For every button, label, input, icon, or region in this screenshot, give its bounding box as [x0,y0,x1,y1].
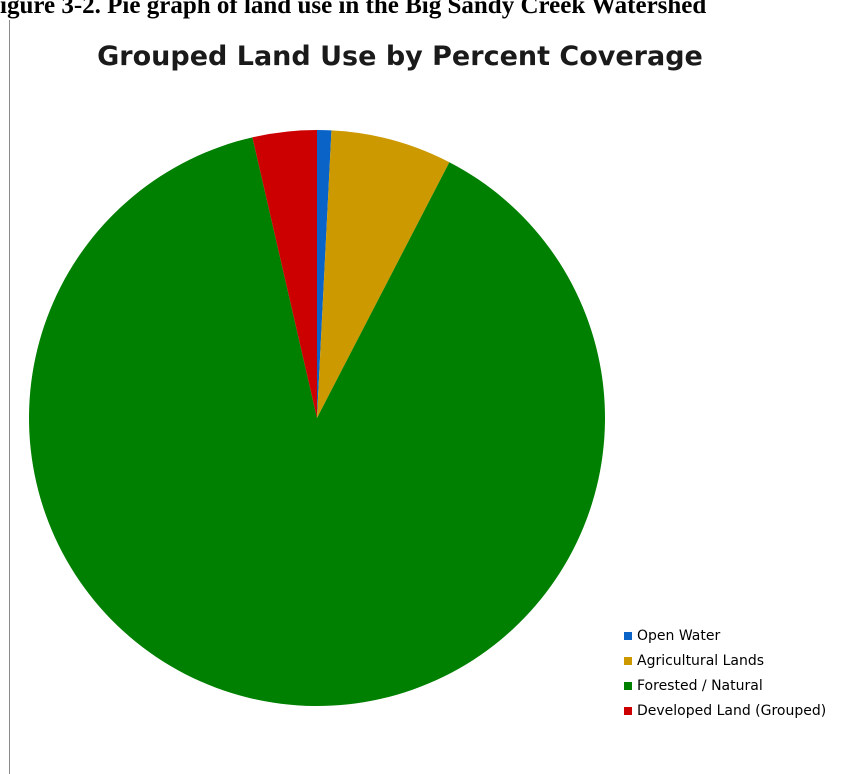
legend-label-open-water: Open Water [637,627,721,644]
figure-caption: igure 3-2. Pie graph of land use in the … [0,0,707,19]
legend-label-agricultural-lands: Agricultural Lands [637,652,765,669]
pie-slice-forested-natural [29,137,605,706]
chart-frame-border [9,20,10,774]
legend-swatch-open-water [624,631,632,640]
legend-label-developed-land: Developed Land (Grouped) [637,702,827,719]
legend-item-agricultural-lands: Agricultural Lands [624,648,826,673]
legend-swatch-agricultural-lands [624,656,632,665]
legend-swatch-developed-land [624,706,632,715]
chart-legend: Open Water Agricultural Lands Forested /… [624,623,826,723]
legend-item-forested-natural: Forested / Natural [624,673,826,698]
legend-swatch-forested-natural [624,681,632,690]
pie-slice-open-water [317,130,332,418]
chart-title: Grouped Land Use by Percent Coverage [97,41,703,72]
legend-item-developed-land: Developed Land (Grouped) [624,698,826,723]
legend-label-forested-natural: Forested / Natural [637,677,763,694]
pie-slice-developed-land [252,130,317,418]
pie-slice-agricultural-lands [317,130,450,418]
legend-item-open-water: Open Water [624,623,826,648]
